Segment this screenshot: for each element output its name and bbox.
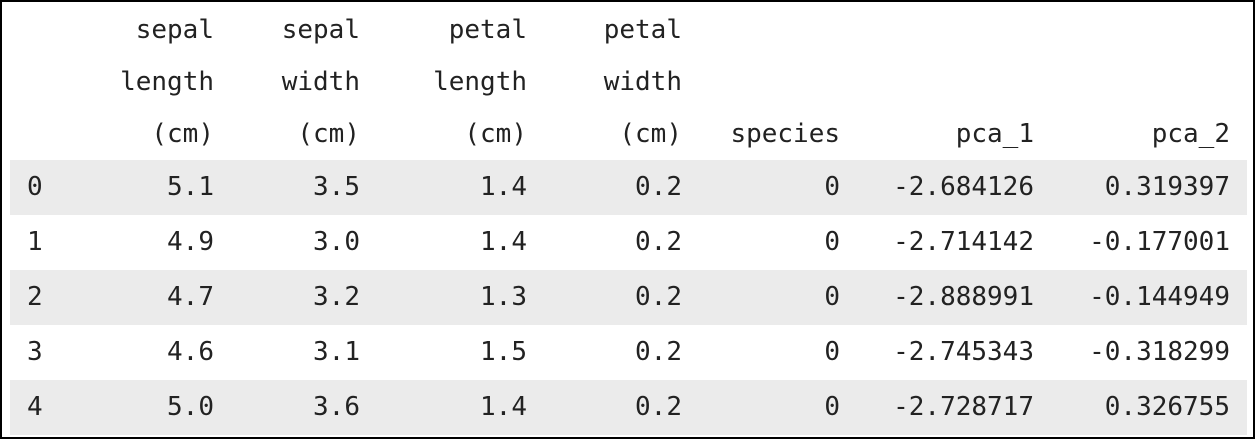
table-cell: 3.1 xyxy=(313,337,360,367)
table-cell: 4.9 xyxy=(167,227,214,257)
row-index: 3 xyxy=(27,337,43,367)
table-cell: -2.714142 xyxy=(893,227,1034,257)
table-cell: 0.2 xyxy=(527,160,682,215)
column-header: petal width (cm) xyxy=(527,2,682,160)
row-index: 1 xyxy=(27,227,43,257)
table-cell: 0 xyxy=(682,160,840,215)
column-header xyxy=(10,2,102,160)
table-cell: 1.4 xyxy=(360,160,527,215)
column-header-text: petal width (cm) xyxy=(603,15,682,149)
table-cell: -2.888991 xyxy=(840,270,1034,325)
column-header-text: sepal width (cm) xyxy=(281,15,360,149)
table-cell: -2.728717 xyxy=(840,380,1034,435)
table-cell: 0.2 xyxy=(635,227,682,257)
table-cell: 0 xyxy=(824,337,840,367)
table-row: 0 5.1 3.5 1.4 0.2 0 -2.684126 0.319397 xyxy=(10,160,1247,215)
table-cell: 1.5 xyxy=(480,337,527,367)
table-cell: 0 xyxy=(824,227,840,257)
table-cell: 3.0 xyxy=(313,227,360,257)
table-row: 1 4.9 3.0 1.4 0.2 0 -2.714142 -0.177001 xyxy=(10,215,1247,270)
table-cell: 0 xyxy=(682,270,840,325)
table-cell: -0.144949 xyxy=(1034,270,1247,325)
column-header: sepal length (cm) xyxy=(102,2,214,160)
row-index: 2 xyxy=(10,270,102,325)
table-cell: 0.2 xyxy=(635,337,682,367)
table-body: 0 5.1 3.5 1.4 0.2 0 -2.684126 0.319397 1 4.9 3.0 1.… xyxy=(10,160,1247,435)
table-cell: 1.3 xyxy=(360,270,527,325)
row-index: 0 xyxy=(10,160,102,215)
table-cell: 4.6 xyxy=(167,337,214,367)
table-row: 2 4.7 3.2 1.3 0.2 0 -2.888991 -0.144949 xyxy=(10,270,1247,325)
column-header: petal length (cm) xyxy=(360,2,527,160)
table-cell: -2.745343 xyxy=(893,337,1034,367)
table-cell: 1.4 xyxy=(360,380,527,435)
table-cell: -0.177001 xyxy=(1089,227,1230,257)
column-header: species xyxy=(682,2,840,160)
table-cell: 3.6 xyxy=(214,380,360,435)
row-index: 4 xyxy=(10,380,102,435)
table-cell: 0.2 xyxy=(527,270,682,325)
table-cell: -2.684126 xyxy=(840,160,1034,215)
table-cell: 0.319397 xyxy=(1034,160,1247,215)
table-row: 3 4.6 3.1 1.5 0.2 0 -2.745343 -0.318299 xyxy=(10,325,1247,380)
column-header-text: pca_1 xyxy=(955,119,1034,149)
column-header: pca_1 xyxy=(840,2,1034,160)
table-cell: 3.2 xyxy=(214,270,360,325)
table-cell: -0.318299 xyxy=(1089,337,1230,367)
table-cell: 4.7 xyxy=(102,270,214,325)
table-row: 4 5.0 3.6 1.4 0.2 0 -2.728717 0.326755 xyxy=(10,380,1247,435)
column-header-text: sepal length (cm) xyxy=(120,15,214,149)
column-header-text: pca_2 xyxy=(1151,119,1230,149)
column-header: pca_2 xyxy=(1034,2,1247,160)
column-header: sepal width (cm) xyxy=(214,2,360,160)
table-cell: 0 xyxy=(682,380,840,435)
header-row: sepal length (cm) sepal width (cm) petal l… xyxy=(10,2,1247,160)
table-cell: 5.1 xyxy=(102,160,214,215)
table-cell: 1.4 xyxy=(480,227,527,257)
table-cell: 3.5 xyxy=(214,160,360,215)
column-header-text: species xyxy=(730,119,841,149)
dataframe-table: sepal length (cm) sepal width (cm) petal l… xyxy=(10,2,1247,435)
table-cell: 0.326755 xyxy=(1034,380,1247,435)
table-cell: 0.2 xyxy=(527,380,682,435)
table-cell: 5.0 xyxy=(102,380,214,435)
column-header-text: petal length (cm) xyxy=(433,15,527,149)
